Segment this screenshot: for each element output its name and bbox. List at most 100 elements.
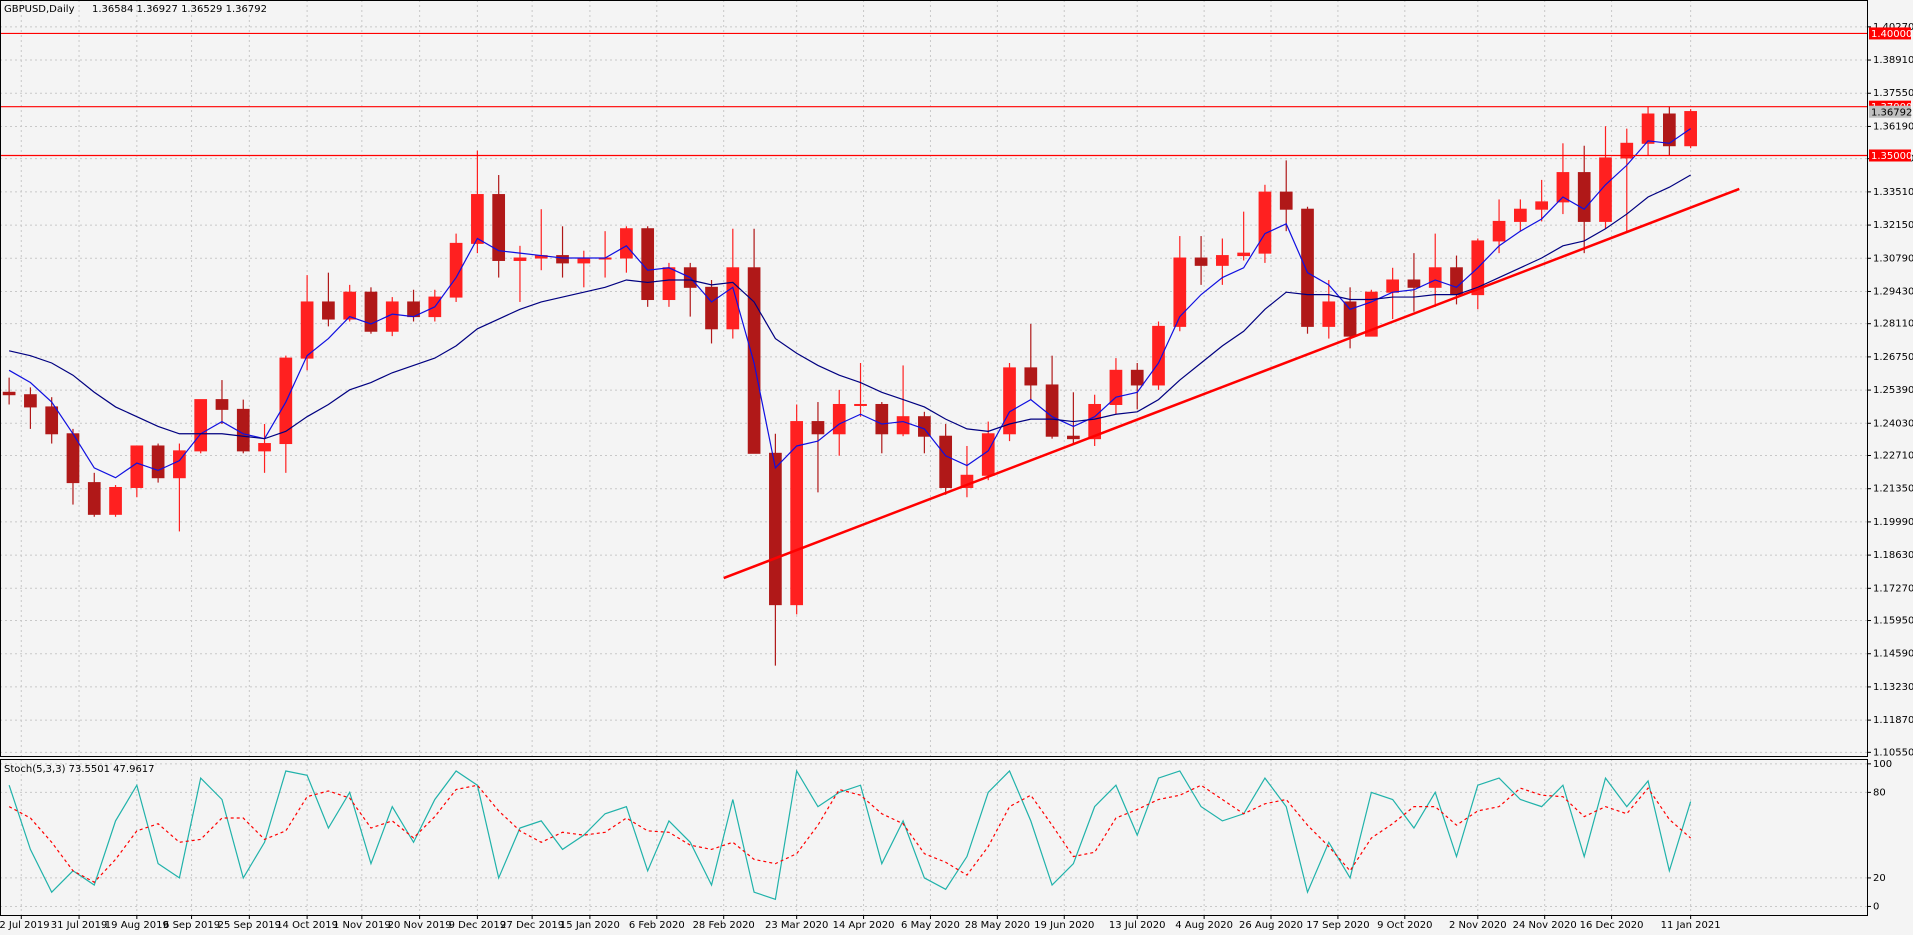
level-label: 1.40000 [1871,29,1912,40]
y-tick-label: 1.25390 [1873,385,1913,396]
candle-body [1130,369,1144,386]
panel-border [0,759,1868,916]
x-tick-label: 19 Aug 2019 [105,920,169,931]
y-tick-label: 1.13230 [1873,682,1913,693]
x-tick-label: 27 Dec 2019 [500,920,564,931]
candle-body [1343,301,1357,337]
candle-body [1173,257,1187,327]
last-price-label: 1.36792 [1871,107,1912,118]
chart-title: GBPUSD,Daily [4,4,75,15]
candle-body [1556,172,1570,203]
series-line [8,784,1692,883]
candle-body [1535,201,1548,210]
candle-body [1152,325,1165,386]
candle-body [343,291,357,320]
y-tick-label: 1.10550 [1873,747,1913,758]
x-tick-label: 28 May 2020 [965,920,1030,931]
candle-body [1109,369,1123,405]
candle-body [1407,279,1421,288]
candle-body [1620,142,1634,159]
y-tick-label: 1.15950 [1873,616,1913,627]
candle-body [236,408,250,452]
candle-body [981,433,995,476]
candle-body [1492,220,1506,242]
y-tick-label: 1.11870 [1873,715,1913,726]
x-tick-label: 16 Dec 2020 [1580,920,1644,931]
candle-body [1088,403,1102,440]
candle-body [662,267,676,301]
candle-body [87,482,101,515]
candle-body [1194,257,1208,266]
x-tick-label: 25 Sep 2019 [218,920,281,931]
candle-body [1024,367,1038,386]
candle-body [832,403,846,435]
y-tick-label: 20 [1873,873,1886,884]
x-tick-label: 6 May 2020 [901,920,960,931]
candle-body [811,421,825,435]
candle-body [577,257,591,264]
y-tick-label: 1.29430 [1873,286,1913,297]
indicator-title: Stoch(5,3,3) 73.5501 47.9617 [4,764,155,775]
y-tick-label: 1.17270 [1873,583,1913,594]
candle-body [24,394,37,408]
candle-body [790,421,804,606]
candle-body [1322,301,1336,327]
x-tick-label: 17 Sep 2020 [1306,920,1369,931]
candle-body [364,291,378,332]
candle-body [109,486,122,515]
candle-body [1428,267,1442,288]
candle-body [173,450,186,479]
y-tick-label: 1.18630 [1873,550,1913,561]
panel-border [0,0,1868,757]
candle-body [854,403,867,406]
candle-body [1450,267,1463,296]
series-line [8,174,1691,440]
candle-body [620,228,633,259]
y-tick-label: 1.14590 [1873,649,1913,660]
x-tick-label: 11 Jan 2021 [1661,920,1721,931]
x-tick-label: 26 Aug 2020 [1239,920,1303,931]
candle-body [449,242,463,298]
x-tick-label: 2 Nov 2020 [1449,920,1507,931]
y-tick-label: 0 [1873,901,1879,912]
candle-body [556,255,569,264]
series-line [8,769,1692,901]
y-tick-label: 1.21350 [1873,484,1913,495]
y-tick-label: 1.33510 [1873,187,1913,198]
y-tick-label: 1.38910 [1873,55,1913,66]
y-tick-label: 1.30790 [1873,253,1913,264]
candle-body [300,301,314,359]
y-tick-label: 1.26750 [1873,352,1913,363]
candle-body [215,399,229,410]
candle-body [45,406,59,435]
y-tick-label: 1.19990 [1873,517,1913,528]
x-tick-label: 19 Jun 2020 [1034,920,1094,931]
last-price-box [1869,105,1911,118]
candle-body [1045,384,1059,437]
x-tick-label: 9 Dec 2019 [449,920,507,931]
x-tick-label: 14 Apr 2020 [833,920,895,931]
x-tick-label: 9 Oct 2020 [1377,920,1432,931]
candle-body [1599,157,1612,222]
x-tick-label: 15 Jan 2020 [560,920,620,931]
trend-line [723,187,1740,580]
level-label-box [1869,149,1911,162]
y-tick-label: 1.32150 [1873,220,1913,231]
x-tick-label: 23 Mar 2020 [765,920,828,931]
y-tick-label: 1.40270 [1873,22,1913,33]
x-tick-label: 12 Jul 2019 [0,920,50,931]
candle-body [258,443,271,452]
candle-body [130,445,144,488]
y-tick-label: 80 [1873,787,1886,798]
candle-body [513,257,527,261]
x-tick-label: 1 Nov 2019 [333,920,391,931]
y-tick-label: 1.22710 [1873,451,1913,462]
candle-body [1237,252,1251,257]
candle-body [875,403,889,435]
chart-subtitle: 1.36584 1.36927 1.36529 1.36792 [92,4,267,15]
y-tick-label: 1.28110 [1873,319,1913,330]
x-tick-label: 4 Aug 2020 [1175,920,1233,931]
x-tick-label: 28 Feb 2020 [693,920,755,931]
